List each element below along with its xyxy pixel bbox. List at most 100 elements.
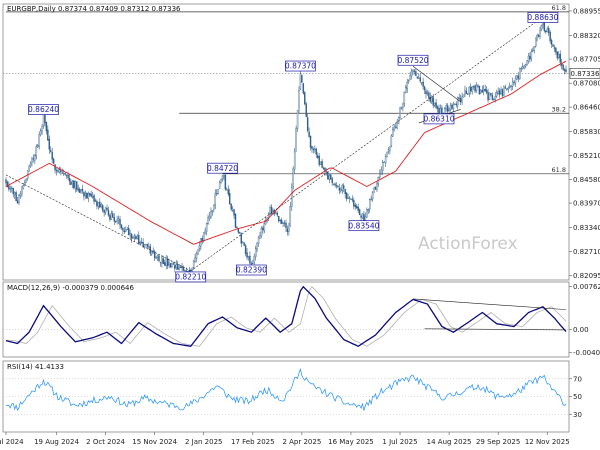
- candle-body: [38, 134, 40, 147]
- candle-body: [262, 227, 264, 231]
- trendline: [190, 16, 544, 272]
- candle-body: [345, 192, 348, 199]
- candle-body: [394, 126, 397, 128]
- candle-body: [449, 105, 452, 110]
- x-tick-label: 2 Oct 2024: [86, 438, 125, 446]
- candle-body: [172, 263, 175, 265]
- candle-body: [461, 96, 463, 103]
- candle-body: [344, 188, 346, 195]
- candle-body: [146, 244, 149, 247]
- candle-body: [533, 46, 535, 51]
- candle-body: [462, 94, 465, 98]
- candle-body: [304, 92, 306, 105]
- candle-body: [312, 149, 315, 151]
- candle-body: [192, 260, 195, 268]
- rsi-header: RSI(14) 41.4133: [7, 363, 64, 371]
- candle-body: [311, 146, 313, 150]
- candle-body: [233, 209, 235, 216]
- candle-body: [360, 215, 362, 218]
- candle-body: [182, 268, 185, 271]
- x-tick-label: 14 Aug 2025: [427, 438, 472, 446]
- candle-body: [335, 185, 338, 187]
- candle-body: [81, 189, 84, 192]
- candle-body: [470, 86, 472, 92]
- candle-body: [100, 204, 102, 207]
- candle-body: [181, 265, 183, 269]
- x-tick-label: 4 Jul 2024: [0, 438, 24, 446]
- candle-body: [216, 193, 218, 195]
- candle-body: [366, 209, 368, 218]
- candle-body: [318, 156, 320, 165]
- candle-body: [559, 53, 561, 63]
- candle-body: [431, 97, 433, 103]
- candle-body: [156, 254, 159, 258]
- candle-body: [351, 199, 354, 201]
- price-label-text: 0.88630: [527, 13, 558, 22]
- candle-body: [73, 180, 75, 188]
- candle-body: [135, 236, 137, 240]
- candle-body: [481, 89, 483, 93]
- candle-body: [357, 206, 359, 211]
- candle-body: [516, 74, 518, 80]
- candle-body: [77, 188, 79, 191]
- candle-body: [15, 192, 17, 202]
- candle-body: [241, 241, 244, 243]
- candle-body: [260, 228, 263, 237]
- candle-body: [350, 198, 352, 200]
- current-price-text: 0.87336: [571, 70, 600, 78]
- candle-body: [201, 238, 203, 241]
- candle-body: [485, 89, 488, 93]
- candle-body: [498, 90, 501, 95]
- candle-body: [451, 104, 453, 109]
- candle-body: [295, 128, 297, 152]
- candle-body: [337, 185, 339, 188]
- candle-body: [65, 174, 68, 176]
- candle-body: [12, 187, 14, 195]
- candle-body: [286, 228, 289, 232]
- candle-body: [19, 193, 22, 196]
- candle-body: [178, 267, 180, 270]
- candle-body: [308, 131, 310, 137]
- candle-body: [400, 107, 403, 109]
- candle-body: [194, 257, 196, 263]
- candle-body: [31, 158, 33, 163]
- candle-body: [444, 108, 446, 114]
- candle-body: [86, 192, 88, 199]
- candle-body: [455, 103, 458, 105]
- candle-body: [164, 262, 166, 266]
- candle-body: [205, 223, 208, 232]
- price-label-text: 0.87370: [285, 62, 316, 71]
- candle-body: [464, 89, 466, 95]
- candle-body: [477, 85, 479, 87]
- candle-body: [51, 151, 53, 160]
- candle-body: [511, 81, 514, 87]
- candle-body: [387, 149, 390, 152]
- candle-body: [249, 255, 251, 264]
- price-label-box: [175, 271, 207, 283]
- candle-body: [114, 221, 117, 223]
- candle-body: [140, 241, 143, 244]
- candle-body: [210, 211, 212, 218]
- candle-body: [452, 104, 455, 109]
- candle-body: [24, 182, 26, 185]
- candle-body: [236, 226, 238, 228]
- candle-body: [94, 200, 97, 202]
- candle-body: [32, 158, 35, 160]
- candle-body: [478, 85, 481, 95]
- candle-body: [50, 150, 52, 152]
- price-label-box: [348, 220, 380, 232]
- candle-body: [328, 175, 331, 180]
- candle-body: [229, 193, 231, 205]
- price-ytick-label: 0.88955: [573, 7, 600, 15]
- candle-body: [380, 169, 382, 175]
- price-label-box: [207, 162, 238, 174]
- candle-body: [244, 245, 247, 254]
- candle-body: [379, 173, 381, 178]
- candle-body: [504, 87, 507, 89]
- candle-body: [402, 103, 404, 108]
- candle-body: [104, 207, 107, 213]
- x-tick-label: 12 Nov 2025: [525, 438, 570, 446]
- candle-body: [457, 97, 459, 106]
- candle-body: [341, 184, 343, 191]
- candle-body: [530, 51, 533, 59]
